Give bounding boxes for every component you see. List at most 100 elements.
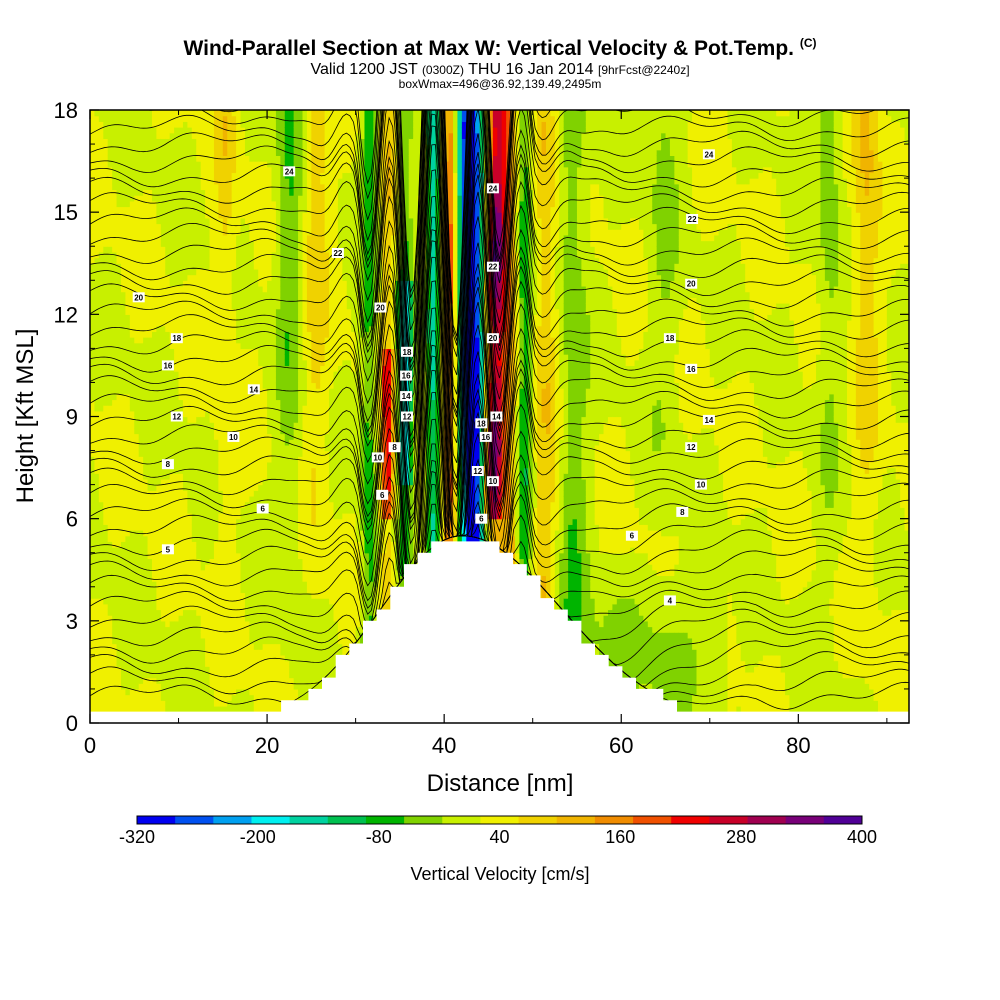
w-cell [174, 615, 180, 622]
w-cell [120, 314, 127, 321]
w-cell [240, 575, 246, 582]
w-cell [200, 427, 206, 435]
w-cell [262, 649, 268, 656]
w-cell [271, 671, 277, 679]
w-cell [160, 501, 166, 508]
w-cell [165, 115, 171, 122]
w-cell [151, 161, 158, 168]
w-cell [267, 308, 273, 315]
w-cell [147, 291, 153, 298]
w-cell [178, 371, 184, 378]
w-cell [169, 683, 175, 690]
w-cell [151, 354, 158, 361]
w-cell [120, 365, 127, 372]
w-cell [262, 183, 268, 191]
w-cell [205, 240, 211, 247]
w-cell [125, 200, 131, 208]
w-cell [182, 325, 188, 332]
w-cell [125, 524, 131, 531]
w-cell [275, 195, 281, 202]
w-cell [191, 490, 197, 497]
w-cell [169, 649, 175, 656]
w-cell [205, 274, 211, 281]
w-cell [222, 643, 228, 650]
w-cell [275, 535, 281, 542]
w-cell [222, 530, 228, 537]
w-cell [94, 705, 100, 713]
w-cell [231, 439, 237, 446]
w-cell [160, 263, 166, 270]
w-cell [116, 268, 122, 276]
w-cell [209, 524, 215, 531]
w-cell [205, 677, 211, 684]
w-cell [147, 410, 153, 418]
w-cell [120, 149, 127, 157]
w-cell [187, 149, 193, 157]
w-cell [174, 138, 180, 145]
w-cell [258, 688, 264, 696]
w-cell [182, 439, 188, 446]
w-cell [116, 666, 122, 673]
w-cell [169, 354, 175, 361]
w-cell [116, 257, 122, 264]
w-cell [138, 178, 144, 185]
w-cell [275, 359, 281, 367]
w-cell [165, 399, 171, 406]
w-cell [156, 251, 162, 259]
w-cell [267, 172, 273, 179]
w-cell [218, 422, 224, 429]
w-cell [275, 643, 281, 650]
w-cell [107, 490, 113, 497]
w-cell [231, 115, 237, 122]
w-cell [178, 558, 184, 565]
w-cell [94, 541, 100, 548]
w-cell [191, 501, 197, 508]
w-cell [205, 149, 211, 157]
w-cell [213, 541, 219, 548]
w-cell [200, 308, 206, 315]
w-cell [191, 399, 197, 406]
w-cell [151, 450, 158, 457]
w-cell [236, 450, 242, 457]
w-cell [271, 422, 277, 429]
w-cell [213, 144, 219, 151]
w-cell [120, 195, 127, 202]
w-cell [249, 467, 255, 474]
w-cell [267, 138, 273, 145]
w-cell [182, 348, 188, 355]
w-cell [222, 683, 228, 690]
w-cell [156, 467, 162, 474]
w-cell [244, 217, 250, 225]
w-cell [182, 654, 188, 662]
w-cell [151, 518, 158, 525]
w-cell [271, 320, 277, 327]
w-cell [205, 694, 211, 701]
w-cell [244, 603, 250, 611]
w-cell [138, 688, 144, 696]
w-cell [231, 166, 237, 174]
w-cell [271, 223, 277, 230]
w-cell [120, 376, 127, 384]
w-cell [271, 115, 277, 122]
w-cell [253, 649, 259, 656]
w-cell [178, 575, 184, 582]
w-cell [107, 348, 113, 355]
w-cell [151, 280, 158, 287]
w-cell [244, 671, 250, 679]
w-cell [94, 416, 100, 423]
w-cell [125, 422, 131, 429]
w-cell [244, 399, 250, 406]
w-cell [267, 200, 273, 208]
w-cell [275, 541, 281, 548]
w-cell [134, 632, 140, 639]
w-cell [98, 626, 104, 633]
w-cell [218, 234, 224, 242]
w-cell [151, 132, 158, 139]
w-cell [143, 161, 149, 168]
w-cell [258, 575, 264, 582]
w-cell [174, 626, 180, 633]
w-cell [178, 688, 184, 696]
w-cell [200, 603, 206, 611]
w-cell [218, 473, 224, 480]
w-cell [129, 581, 135, 588]
